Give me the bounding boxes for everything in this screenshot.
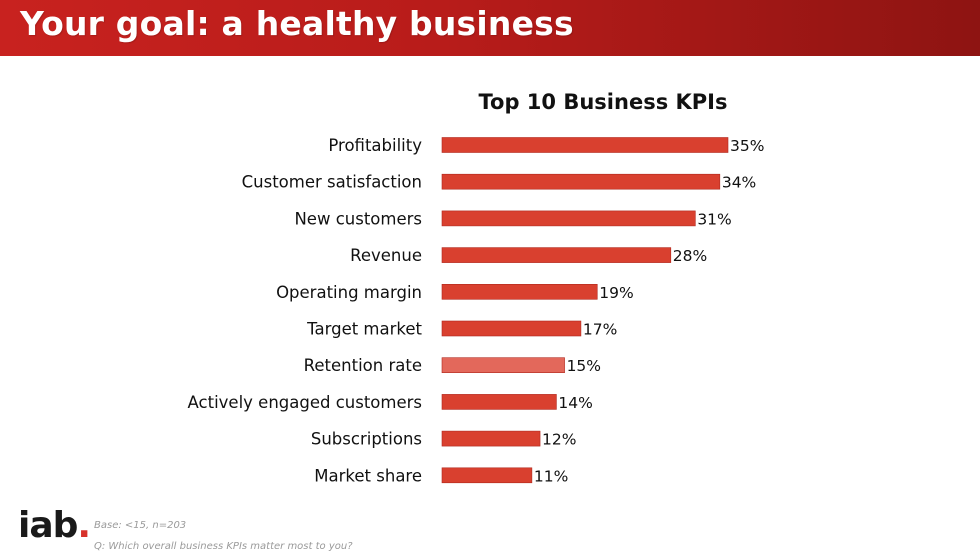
logo-dot: . — [77, 505, 91, 546]
category-label: Subscriptions — [311, 430, 422, 449]
bar — [441, 247, 672, 263]
category-label: Market share — [314, 466, 422, 485]
category-label: Revenue — [350, 246, 422, 265]
value-label: 34% — [722, 174, 756, 192]
value-label: 35% — [730, 137, 764, 155]
bar — [441, 210, 696, 227]
iab-logo: iab. — [18, 505, 91, 546]
category-label: Customer satisfaction — [242, 173, 422, 192]
category-label: Operating margin — [276, 283, 422, 302]
base-note: Base: <15, n=203 — [94, 520, 187, 531]
category-label: Target market — [306, 320, 422, 339]
value-label: 14% — [558, 394, 592, 412]
slide-title: Your goal: a healthy business — [20, 4, 574, 43]
bar — [441, 357, 565, 374]
bar — [441, 320, 582, 337]
bar — [441, 467, 533, 484]
value-label: 15% — [567, 357, 601, 375]
value-label: 19% — [599, 284, 633, 302]
bar — [441, 137, 729, 153]
title-banner: Your goal: a healthy business — [0, 0, 980, 56]
bar — [441, 173, 721, 190]
value-label: 12% — [542, 431, 576, 449]
category-label: Retention rate — [304, 356, 422, 375]
chart-title: Top 10 Business KPIs — [479, 90, 728, 114]
value-label: 17% — [583, 321, 617, 339]
category-label: New customers — [294, 209, 422, 228]
category-label: Actively engaged customers — [188, 393, 422, 412]
value-label: 31% — [697, 210, 731, 228]
value-label: 28% — [673, 247, 707, 265]
question-note: Q: Which overall business KPIs matter mo… — [94, 541, 353, 552]
bar — [441, 430, 541, 447]
logo-text: iab — [18, 505, 78, 546]
category-label: Profitability — [328, 136, 422, 155]
bar — [441, 394, 557, 410]
bar — [441, 284, 598, 300]
kpi-bar-chart: Top 10 Business KPIs Profitability 35% Cust… — [188, 90, 765, 485]
value-label: 11% — [534, 467, 568, 485]
